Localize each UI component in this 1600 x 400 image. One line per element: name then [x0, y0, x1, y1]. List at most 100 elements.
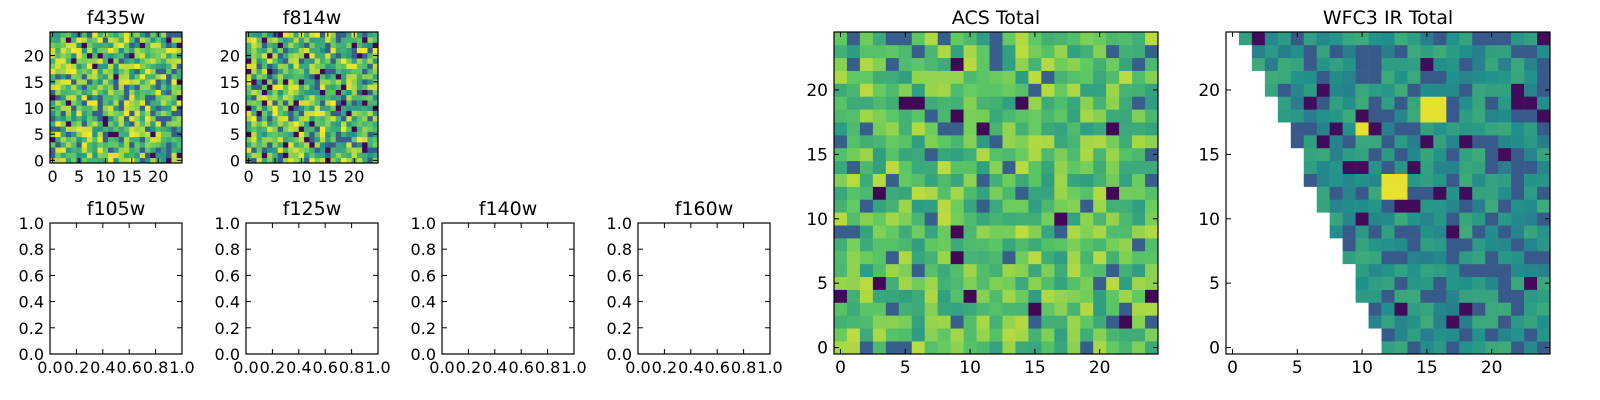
heatmap-cell	[1106, 238, 1120, 252]
heatmap-cell	[129, 52, 135, 59]
heatmap-cell	[330, 115, 337, 122]
heatmap-cell	[1015, 109, 1029, 123]
heatmap-cell	[50, 68, 56, 75]
heatmap-cell	[288, 115, 294, 122]
heatmap-cell	[1368, 212, 1382, 226]
heatmap-cell	[92, 142, 98, 148]
heatmap-cell	[256, 68, 263, 75]
heatmap-cell	[1498, 250, 1512, 265]
heatmap-cell	[1446, 160, 1460, 174]
heatmap-cell	[1524, 186, 1538, 200]
heatmap-cell	[71, 126, 77, 132]
x-tick-label: 0.6	[508, 358, 533, 377]
heatmap-cell	[123, 32, 130, 38]
heatmap-cell	[71, 47, 77, 54]
heatmap-cell	[989, 147, 1003, 162]
heatmap-cell	[330, 68, 337, 75]
heatmap-cell	[1511, 122, 1525, 136]
heatmap-cell	[81, 32, 88, 38]
heatmap-cell	[134, 152, 141, 159]
heatmap-cell	[50, 94, 56, 101]
heatmap-cell	[356, 79, 363, 85]
heatmap-cell	[282, 105, 289, 111]
heatmap-cell	[145, 63, 151, 69]
heatmap-cell	[1041, 302, 1055, 316]
y-tick-label: 5	[1209, 274, 1220, 294]
heatmap-cell	[76, 52, 82, 59]
heatmap-cell	[351, 110, 358, 117]
heatmap-cell	[846, 32, 861, 46]
heatmap-cell	[123, 47, 130, 54]
heatmap-cell	[1459, 328, 1473, 342]
heatmap-cell	[293, 142, 300, 148]
heatmap-cell	[1028, 186, 1042, 200]
heatmap-cell	[102, 136, 109, 143]
heatmap-cell	[1342, 57, 1356, 71]
heatmap-cell	[108, 73, 114, 80]
heatmap-cell	[1485, 135, 1499, 149]
heatmap-cell	[911, 238, 926, 252]
heatmap-cell	[1106, 32, 1120, 46]
heatmap-cell	[834, 83, 848, 97]
heatmap-cell	[298, 121, 305, 127]
heatmap-cell	[1002, 186, 1016, 200]
heatmap-cell	[160, 73, 167, 80]
heatmap-cell	[1067, 32, 1081, 46]
heatmap-cell	[97, 121, 104, 127]
heatmap-cell	[1459, 109, 1473, 123]
heatmap-cell	[60, 79, 67, 85]
heatmap-cell	[1394, 289, 1408, 303]
heatmap-cell	[1472, 109, 1486, 123]
heatmap-cell	[1498, 328, 1512, 342]
heatmap-cell	[1015, 250, 1029, 265]
heatmap-cell	[298, 84, 305, 90]
heatmap-cell	[1459, 32, 1473, 46]
heatmap-cell	[1407, 70, 1421, 84]
heatmap-cell	[1420, 32, 1434, 46]
heatmap-cell	[1106, 302, 1120, 316]
heatmap-cell	[989, 263, 1003, 278]
heatmap-cell	[123, 42, 130, 49]
heatmap-cell	[261, 152, 268, 159]
y-tick-label: 0.4	[607, 293, 632, 312]
x-tick-label: 0.4	[286, 358, 311, 377]
heatmap-cell	[55, 136, 61, 143]
heatmap-cell	[898, 250, 913, 265]
heatmap-cell	[924, 199, 938, 213]
heatmap-cell	[1511, 289, 1525, 303]
heatmap-cell	[1277, 44, 1292, 59]
heatmap-cell	[282, 68, 289, 75]
heatmap-cell	[924, 250, 938, 265]
heatmap-cell	[145, 115, 151, 122]
heatmap-cell	[1080, 341, 1094, 355]
heatmap-cell	[1407, 122, 1421, 136]
heatmap-cell	[314, 136, 321, 143]
heatmap-cell	[81, 157, 88, 164]
heatmap-cell	[1394, 83, 1408, 97]
heatmap-cell	[108, 121, 114, 127]
heatmap-cell	[1080, 160, 1094, 174]
heatmap-cell	[97, 142, 104, 148]
heatmap-cell	[60, 58, 67, 64]
heatmap-cell	[325, 37, 331, 43]
heatmap-cell	[885, 83, 900, 97]
heatmap-cell	[963, 186, 977, 200]
heatmap-cell	[129, 100, 135, 106]
heatmap-cell	[277, 73, 284, 80]
heatmap-cell	[872, 96, 887, 110]
x-tick-label: 0.8	[535, 358, 560, 377]
heatmap-cell	[118, 136, 125, 143]
heatmap-cell	[1498, 70, 1512, 84]
heatmap-cell	[293, 157, 300, 164]
heatmap-cell	[1093, 160, 1107, 174]
heatmap-cell	[846, 341, 861, 355]
heatmap-cell	[251, 89, 257, 96]
y-tick-label: 10	[806, 210, 828, 230]
heatmap-cell	[1420, 160, 1434, 174]
heatmap-cell	[351, 37, 358, 43]
panel-f140w: f140w 0.0 0.2 0.4 0.6 0.8 1.00.00.20.40.60.81…	[411, 198, 587, 377]
heatmap-cell	[330, 152, 337, 159]
heatmap-cell	[362, 100, 368, 106]
heatmap-cell	[1355, 83, 1369, 97]
heatmap-cell	[86, 136, 93, 143]
